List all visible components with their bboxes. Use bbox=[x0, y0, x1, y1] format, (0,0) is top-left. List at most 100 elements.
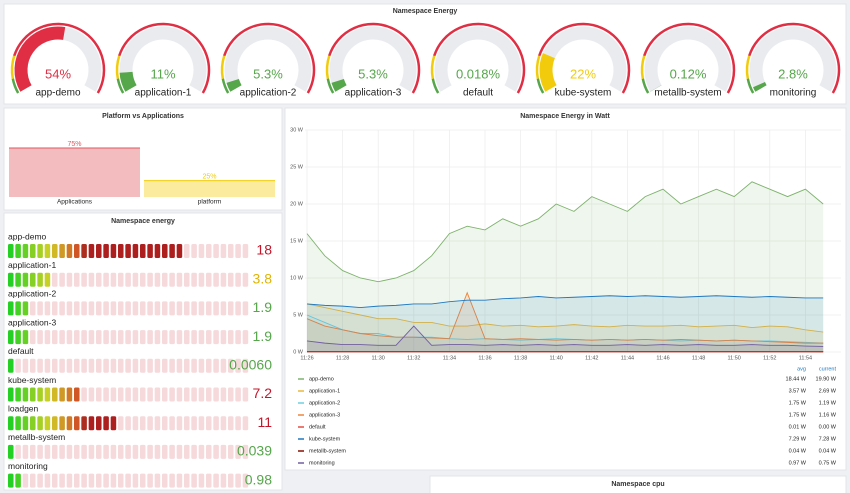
bar-gauge-cell bbox=[213, 244, 219, 258]
bar-gauge-cell bbox=[184, 301, 190, 316]
gauge-value bbox=[119, 71, 137, 92]
legend-name[interactable]: monitoring bbox=[309, 460, 335, 466]
threshold-ring bbox=[643, 22, 736, 94]
bar-gauge-cell bbox=[110, 358, 117, 373]
x-tick-label: 11:34 bbox=[443, 355, 456, 361]
bar-gauge-cell bbox=[44, 416, 51, 431]
bar-gauge-cell bbox=[37, 444, 43, 459]
bar-gauge-cell bbox=[176, 416, 183, 431]
bar-gauge-cell bbox=[110, 416, 117, 431]
bar-gauge-label: metallb-system bbox=[8, 432, 65, 442]
series-line bbox=[306, 325, 824, 347]
bar-gauge-value bbox=[8, 444, 14, 459]
bar-gauge-cell bbox=[44, 330, 51, 345]
bar-gauge-cell bbox=[74, 301, 80, 316]
bar-gauge-cell bbox=[96, 416, 102, 431]
bar-gauge-cell bbox=[74, 272, 80, 287]
bar-gauge-cell bbox=[242, 387, 249, 402]
bar-gauge-cell bbox=[44, 387, 51, 402]
bar-gauge-cell bbox=[30, 301, 36, 316]
bar-gauge-cell bbox=[191, 301, 197, 316]
legend-name[interactable]: application-1 bbox=[309, 388, 340, 394]
legend-stat: 1.75 W bbox=[789, 400, 807, 406]
bar-gauge-cell bbox=[176, 387, 183, 402]
legend-name[interactable]: default bbox=[309, 424, 326, 430]
bar-gauge-cell bbox=[81, 387, 87, 402]
panel-title[interactable]: Platform vs Applications bbox=[102, 113, 184, 120]
bar-gauge-value bbox=[8, 244, 183, 258]
bar-gauge-label: application-1 bbox=[8, 260, 56, 270]
bar-gauge-cell bbox=[191, 330, 197, 345]
bar-gauge-cell bbox=[81, 358, 87, 373]
bar-gauge-cell bbox=[88, 416, 95, 431]
legend-name[interactable]: application-2 bbox=[309, 400, 340, 406]
bar-gauge-value-label: 7.2 bbox=[253, 385, 273, 401]
bar-gauge-cell bbox=[44, 358, 51, 373]
bar-gauge-cell bbox=[242, 444, 249, 459]
bar-gauge-cell bbox=[228, 416, 234, 431]
bar-gauge-cell bbox=[30, 272, 36, 287]
bar-gauge-cell bbox=[81, 330, 87, 345]
bar-gauge-cell bbox=[220, 330, 227, 345]
bar-gauge-value-label: 18 bbox=[256, 242, 272, 258]
bar-gauge-cell bbox=[132, 444, 139, 459]
threshold-ring bbox=[538, 22, 631, 94]
bar-gauge-value bbox=[8, 358, 14, 373]
threshold-ring bbox=[641, 78, 650, 94]
x-tick-label: 11:38 bbox=[514, 355, 527, 361]
bar-gauge-cell bbox=[30, 330, 36, 345]
bar-gauge-cell bbox=[74, 358, 80, 373]
y-tick-label: 30 W bbox=[290, 127, 304, 133]
bar-gauge-cell bbox=[154, 244, 161, 258]
gauge-label: default bbox=[463, 88, 493, 99]
bar-gauge-cell bbox=[140, 272, 146, 287]
panel-title[interactable]: Namespace cpu bbox=[611, 481, 664, 488]
bar-gauge-cell bbox=[147, 301, 153, 316]
bar-gauge-value-label: 0.0060 bbox=[229, 357, 272, 373]
threshold-ring bbox=[118, 22, 211, 94]
legend-name[interactable]: application-3 bbox=[309, 412, 340, 418]
bar-gauge-cell bbox=[44, 473, 51, 488]
x-tick-label: 11:28 bbox=[336, 355, 349, 361]
x-tick-label: 11:48 bbox=[692, 355, 705, 361]
bar-gauge-cell bbox=[235, 244, 241, 258]
bar-gauge-cell bbox=[206, 358, 212, 373]
bar-gauge-cell bbox=[22, 387, 29, 402]
legend-header: avg bbox=[797, 366, 806, 372]
legend-header: current bbox=[819, 366, 837, 372]
bar-gauge-cell bbox=[103, 301, 109, 316]
bar-gauge-cell bbox=[162, 473, 168, 488]
panel-title[interactable]: Namespace energy bbox=[111, 218, 175, 225]
y-tick-label: 20 W bbox=[290, 201, 304, 207]
bar-gauge-cell bbox=[118, 444, 124, 459]
bar-value-label: 75% bbox=[67, 141, 81, 148]
bar-gauge-cell bbox=[52, 244, 58, 258]
bar-gauge-value-label: 0.039 bbox=[237, 443, 272, 459]
bar-gauge-cell bbox=[44, 272, 51, 287]
x-tick-label: 11:54 bbox=[799, 355, 812, 361]
legend-name[interactable]: app-demo bbox=[309, 376, 334, 382]
bar-gauge-cell bbox=[228, 244, 234, 258]
bar-gauge-cell bbox=[103, 272, 109, 287]
bar-gauge-cell bbox=[162, 387, 168, 402]
bar-gauge-cell bbox=[220, 387, 227, 402]
panel-title[interactable]: Namespace Energy bbox=[393, 8, 458, 15]
legend-name[interactable]: kube-system bbox=[309, 436, 341, 442]
bar-gauge-cell bbox=[103, 387, 109, 402]
threshold-ring bbox=[536, 78, 545, 94]
bar-gauge-cell bbox=[147, 272, 153, 287]
bar-gauge-value bbox=[8, 301, 29, 316]
bar-gauge-cell bbox=[169, 444, 175, 459]
bar-gauge-value-label: 3.8 bbox=[253, 270, 273, 286]
bar-gauge-cell bbox=[96, 244, 102, 258]
bar-gauge-cell bbox=[169, 358, 175, 373]
x-tick-label: 11:32 bbox=[407, 355, 420, 361]
bar-gauge-cell bbox=[66, 244, 73, 258]
legend-name[interactable]: metallb-system bbox=[309, 448, 346, 454]
panel-title[interactable]: Namespace Energy in Watt bbox=[520, 113, 610, 120]
gauge-value bbox=[331, 78, 347, 92]
bar-gauge-cell bbox=[206, 301, 212, 316]
bar-gauge-cell bbox=[118, 358, 124, 373]
bar-gauge-cell bbox=[220, 244, 227, 258]
legend-stat: 19.90 W bbox=[816, 376, 837, 382]
